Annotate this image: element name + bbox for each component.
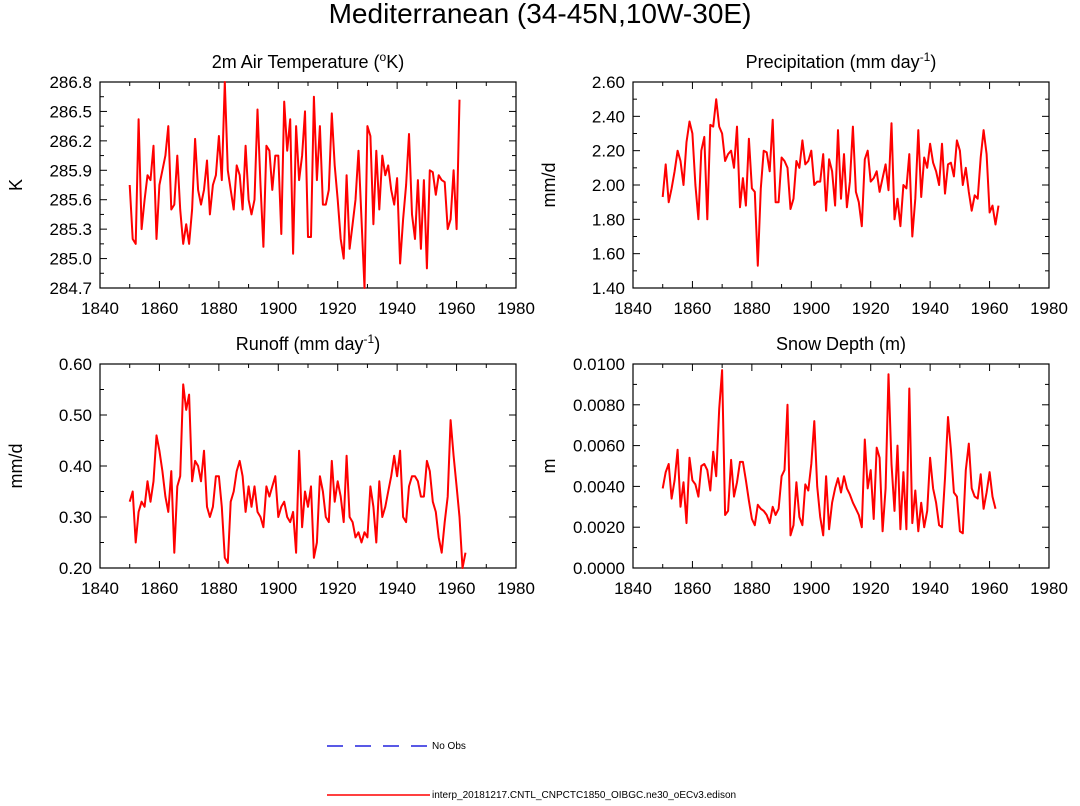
legend-model-label: interp_20181217.CNTL_CNPCTC1850_OIBGC.ne…	[432, 790, 736, 801]
x-tick-label: 1940	[378, 579, 416, 598]
y-tick-label: 0.0000	[573, 559, 625, 578]
legend-no-obs-label: No Obs	[432, 741, 466, 752]
x-tick-label: 1960	[438, 299, 476, 318]
y-tick-label: 0.40	[59, 457, 92, 476]
x-tick-label: 1840	[614, 299, 652, 318]
y-axis-label: mm/d	[539, 163, 559, 208]
x-tick-label: 1900	[792, 299, 830, 318]
y-tick-label: 0.30	[59, 508, 92, 527]
x-tick-label: 1960	[971, 299, 1009, 318]
panel-title: Precipitation (mm day-1)	[746, 50, 937, 72]
y-tick-label: 285.6	[49, 191, 92, 210]
y-axis-label: K	[6, 179, 26, 191]
figure-title: Mediterranean (34-45N,10W-30E)	[329, 0, 752, 29]
x-tick-label: 1880	[200, 579, 238, 598]
y-tick-label: 0.0040	[573, 477, 625, 496]
y-tick-label: 285.0	[49, 250, 92, 269]
x-tick-label: 1940	[911, 299, 949, 318]
x-tick-label: 1920	[319, 579, 357, 598]
x-tick-label: 1900	[259, 579, 297, 598]
y-tick-label: 0.60	[59, 355, 92, 374]
chart-panel-4: Snow Depth (m) m 1840 1860 1880 1900 1920 1940 1…	[539, 334, 1068, 598]
y-tick-label: 0.20	[59, 559, 92, 578]
y-tick-label: 0.50	[59, 406, 92, 425]
y-tick-label: 0.0100	[573, 355, 625, 374]
y-tick-label: 285.3	[49, 220, 92, 239]
x-tick-label: 1900	[792, 579, 830, 598]
y-tick-label: 1.40	[592, 279, 625, 298]
series-line-model	[661, 98, 1000, 267]
y-tick-label: 2.00	[592, 176, 625, 195]
y-tick-label: 0.0060	[573, 437, 625, 456]
y-tick-label: 284.7	[49, 279, 92, 298]
y-tick-label: 286.8	[49, 73, 92, 92]
x-tick-label: 1880	[200, 299, 238, 318]
x-tick-label: 1860	[141, 579, 179, 598]
y-tick-label: 1.60	[592, 245, 625, 264]
y-tick-label: 0.0020	[573, 518, 625, 537]
x-tick-label: 1960	[971, 579, 1009, 598]
legend: No Obs interp_20181217.CNTL_CNPCTC1850_O…	[327, 741, 736, 801]
x-tick-label: 1940	[378, 299, 416, 318]
x-tick-label: 1840	[81, 579, 119, 598]
y-tick-label: 2.40	[592, 107, 625, 126]
y-axis-label: mm/d	[6, 444, 26, 489]
y-tick-label: 286.2	[49, 132, 92, 151]
x-tick-label: 1980	[1030, 299, 1068, 318]
chart-panel-1: 2m Air Temperature (oK) K 1840 1860 1880 1900…	[6, 50, 535, 318]
x-tick-label: 1840	[614, 579, 652, 598]
x-tick-label: 1980	[497, 299, 535, 318]
y-tick-label: 2.20	[592, 142, 625, 161]
panel-title: Runoff (mm day-1)	[236, 332, 380, 354]
panels-group: 2m Air Temperature (oK) K 1840 1860 1880 1900…	[6, 50, 1068, 598]
x-tick-label: 1920	[852, 579, 890, 598]
x-tick-label: 1940	[911, 579, 949, 598]
y-tick-label: 286.5	[49, 102, 92, 121]
series-line-model	[661, 369, 997, 537]
series-line-model	[128, 81, 461, 289]
x-tick-label: 1880	[733, 299, 771, 318]
y-tick-label: 1.80	[592, 210, 625, 229]
x-tick-label: 1960	[438, 579, 476, 598]
x-tick-label: 1980	[1030, 579, 1068, 598]
x-tick-label: 1860	[674, 299, 712, 318]
y-tick-label: 2.60	[592, 73, 625, 92]
x-tick-label: 1860	[141, 299, 179, 318]
x-tick-label: 1880	[733, 579, 771, 598]
x-tick-label: 1860	[674, 579, 712, 598]
plot-frame	[632, 363, 1050, 569]
panel-title: Snow Depth (m)	[776, 334, 906, 354]
chart-panel-2: Precipitation (mm day-1) mm/d 1840 1860 1880…	[539, 50, 1068, 318]
x-tick-label: 1920	[319, 299, 357, 318]
series-line-model	[128, 383, 467, 569]
y-tick-label: 0.0080	[573, 396, 625, 415]
panel-title: 2m Air Temperature (oK)	[212, 50, 404, 72]
x-tick-label: 1980	[497, 579, 535, 598]
chart-panel-3: Runoff (mm day-1) mm/d 1840 1860 1880 1900 192…	[6, 332, 535, 598]
y-axis-label: m	[539, 459, 559, 474]
y-tick-label: 285.9	[49, 161, 92, 180]
x-tick-label: 1920	[852, 299, 890, 318]
x-tick-label: 1900	[259, 299, 297, 318]
x-tick-label: 1840	[81, 299, 119, 318]
